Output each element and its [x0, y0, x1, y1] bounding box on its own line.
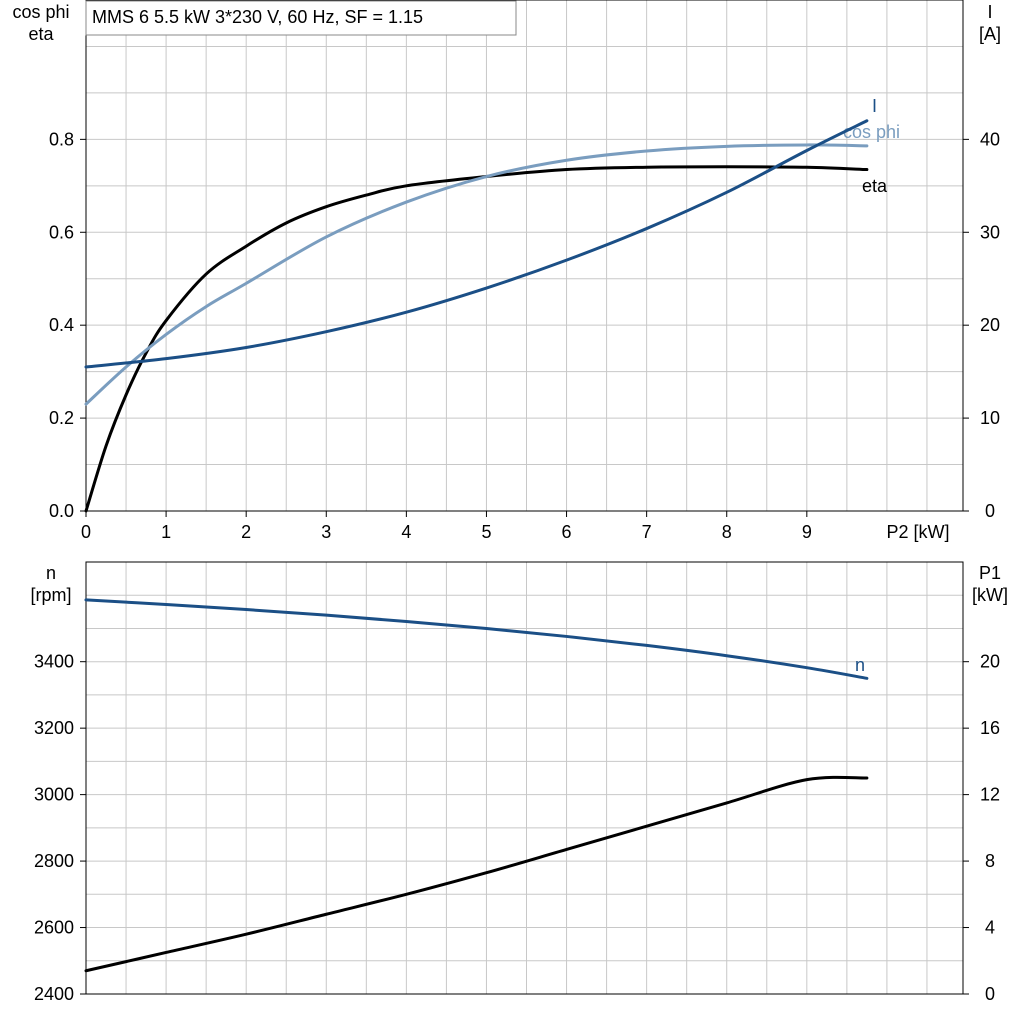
right-tick-label: 0 — [985, 984, 995, 1004]
x-tick-label: 9 — [802, 522, 812, 542]
right-tick-label: 20 — [980, 652, 1000, 672]
left-tick-label: 3400 — [34, 652, 74, 672]
series-line-P1 — [84, 775, 869, 973]
right-axis-label: P1 — [979, 563, 1001, 583]
left-axis-label: [rpm] — [30, 585, 71, 605]
series-label-eta: eta — [862, 176, 888, 196]
left-axis-label: cos phi — [12, 2, 69, 22]
series-label-n: n — [855, 655, 865, 675]
x-tick-label: 3 — [321, 522, 331, 542]
right-tick-label: 10 — [980, 408, 1000, 428]
series-line-cos-phi — [84, 143, 869, 406]
right-tick-label: 40 — [980, 129, 1000, 149]
series-line-I — [84, 119, 869, 369]
x-tick-label: 6 — [562, 522, 572, 542]
x-tick-label: 2 — [241, 522, 251, 542]
plot-frame — [85, 561, 964, 995]
series-line-eta — [84, 165, 869, 513]
right-tick-label: 16 — [980, 718, 1000, 738]
right-tick-label: 12 — [980, 785, 1000, 805]
left-axis-label: n — [46, 563, 56, 583]
x-tick-label: 0 — [81, 522, 91, 542]
x-tick-label: 1 — [161, 522, 171, 542]
left-tick-label: 0.4 — [49, 315, 74, 335]
right-tick-label: 30 — [980, 222, 1000, 242]
right-axis-label: [kW] — [972, 585, 1008, 605]
left-tick-label: 0.8 — [49, 129, 74, 149]
chart-title-box: MMS 6 5.5 kW 3*230 V, 60 Hz, SF = 1.15 — [85, 0, 517, 36]
x-axis-label: P2 [kW] — [886, 522, 949, 542]
right-tick-label: 0 — [985, 501, 995, 521]
right-axis-label: [A] — [979, 24, 1001, 44]
left-tick-label: 2800 — [34, 851, 74, 871]
lower-plot: 240026002800300032003400048121620n[rpm]P… — [30, 561, 1008, 1004]
left-tick-label: 0.2 — [49, 408, 74, 428]
left-tick-label: 2400 — [34, 984, 74, 1004]
chart-title: MMS 6 5.5 kW 3*230 V, 60 Hz, SF = 1.15 — [92, 7, 423, 27]
plot-frame — [85, 0, 964, 512]
series-line-n — [84, 598, 869, 680]
x-tick-label: 8 — [722, 522, 732, 542]
left-tick-label: 3200 — [34, 718, 74, 738]
x-tick-label: 5 — [481, 522, 491, 542]
x-tick-label: 7 — [642, 522, 652, 542]
right-tick-label: 4 — [985, 918, 995, 938]
left-tick-label: 0.0 — [49, 501, 74, 521]
left-tick-label: 2600 — [34, 918, 74, 938]
left-tick-label: 0.6 — [49, 222, 74, 242]
x-tick-label: 4 — [401, 522, 411, 542]
right-tick-label: 20 — [980, 315, 1000, 335]
right-axis-label: I — [987, 2, 992, 22]
series-label-cos-phi: cos phi — [843, 122, 900, 142]
upper-plot: 0.0 0.2 0.4 0.6 0.8 0 10 20 30 40 0 1 2 3 4 5 6 7 8 9 P2 [kW… — [12, 0, 1001, 542]
left-axis-label: eta — [28, 24, 54, 44]
series-label-I: I — [872, 96, 877, 116]
right-tick-label: 8 — [985, 851, 995, 871]
left-tick-label: 3000 — [34, 785, 74, 805]
